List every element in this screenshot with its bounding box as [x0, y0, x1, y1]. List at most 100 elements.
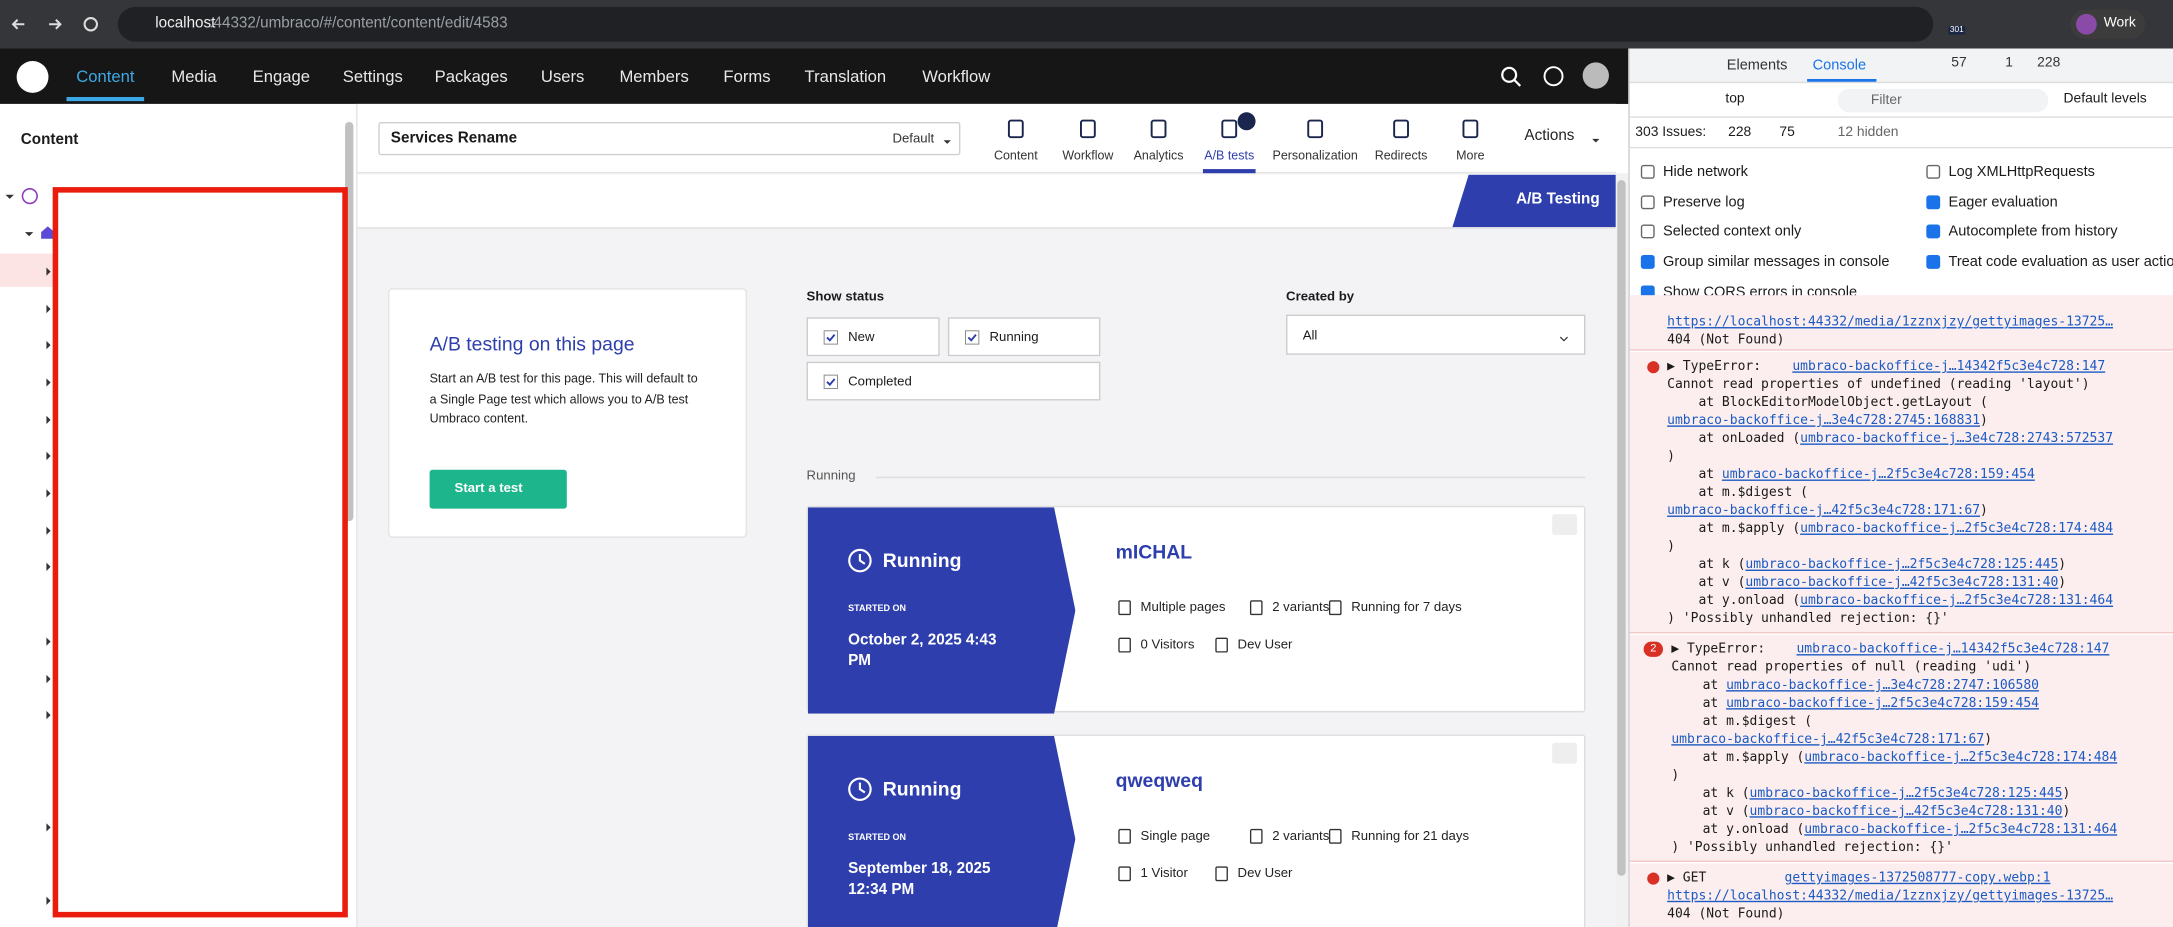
- tree-expand-arrow: [43, 672, 54, 684]
- setting-checkbox[interactable]: [1926, 195, 1941, 210]
- console-link[interactable]: umbraco-backoffice-j…2f5c3e4c728:125:445: [1745, 557, 2059, 573]
- start-button[interactable]: Start a test: [429, 469, 567, 509]
- app-label[interactable]: Personalization: [1272, 148, 1358, 163]
- console-link[interactable]: umbraco-backoffice-j…42f5c3e4c728:131:40: [1749, 803, 2063, 820]
- setting-checkbox[interactable]: [1640, 224, 1655, 239]
- tree-expand-arrow-svg: [46, 896, 51, 905]
- levels-select[interactable]: Default levels: [2063, 91, 2147, 107]
- tree-expand-arrow-svg: [46, 562, 51, 571]
- tree-expand-arrow-svg: [5, 194, 14, 199]
- app-label[interactable]: Workflow: [1062, 148, 1114, 163]
- console-link[interactable]: gettyimages-1372508777-copy.webp:1: [1784, 870, 2051, 886]
- status-checkbox[interactable]: Completed: [806, 361, 1101, 401]
- status-checkbox[interactable]: Running: [947, 317, 1101, 357]
- console-text: 404 (Not Found): [1667, 332, 1785, 348]
- console-text: at BlockEditorModelObject.getLayout (: [1667, 394, 1988, 411]
- console-link[interactable]: umbraco-backoffice-j…2f5c3e4c728:125:445: [1749, 785, 2063, 802]
- nav-item[interactable]: Workflow: [922, 66, 991, 86]
- console-link[interactable]: umbraco-backoffice-j…42f5c3e4c728:131:40: [1745, 575, 2059, 591]
- nav-item[interactable]: Users: [540, 66, 585, 86]
- meta-icon: [1247, 599, 1265, 617]
- umbraco-logo: [16, 60, 49, 93]
- open-arrow[interactable]: [1552, 742, 1578, 764]
- console-link[interactable]: umbraco-backoffice-j…2f5c3e4c728:131:464: [1804, 821, 2118, 838]
- console-link[interactable]: umbraco-backoffice-j…42f5c3e4c728:171:67: [1667, 503, 1981, 519]
- app-label[interactable]: Content: [993, 148, 1038, 163]
- console-link[interactable]: umbraco-backoffice-j…2f5c3e4c728:174:484: [1800, 521, 2114, 537]
- url-bar[interactable]: localhost:44332/umbraco/#/content/conten…: [117, 6, 1934, 42]
- nav-item[interactable]: Settings: [342, 66, 403, 86]
- app-active-underline: [1202, 169, 1256, 174]
- console-text: at v (: [1667, 575, 1746, 591]
- console-message: https://localhost:44332/media/1zznxjzy/g…: [1629, 295, 2173, 351]
- console-line: 404 (Not Found): [1667, 333, 1784, 348]
- setting-checkbox[interactable]: [1640, 195, 1655, 210]
- tree-expand-arrow: [43, 302, 54, 314]
- console-link[interactable]: umbraco-backoffice-j…14342f5c3e4c728:147: [1796, 641, 2110, 657]
- ab-tab[interactable]: A/B Testing: [1452, 174, 1616, 228]
- nav-item[interactable]: Translation: [804, 66, 887, 86]
- console-text: ▶ GET: [1667, 870, 1785, 886]
- profile-button[interactable]: Work: [2070, 9, 2146, 39]
- app-label[interactable]: Analytics: [1133, 148, 1184, 163]
- console-link[interactable]: umbraco-backoffice-j…2f5c3e4c728:159:454: [1721, 467, 2035, 483]
- test-visitors: 1 Visitor: [1140, 866, 1188, 882]
- actions-button[interactable]: Actions: [1524, 127, 1575, 145]
- console-line: ▶ GET gettyimages-1372508777-copy.webp:1: [1667, 870, 2050, 885]
- ab-tab-label: A/B Testing: [1516, 191, 1600, 208]
- created-select[interactable]: All: [1286, 314, 1586, 355]
- console-text: ▶ TypeError:: [1667, 358, 1793, 375]
- console-text: at m.$digest (: [1671, 713, 1813, 729]
- clock-icon-svg: [848, 777, 872, 802]
- devtools-tab[interactable]: Console: [1812, 56, 1867, 74]
- open-arrow[interactable]: [1552, 514, 1578, 535]
- test-visitors: 0 Visitors: [1140, 637, 1195, 653]
- console-link[interactable]: umbraco-backoffice-j…3e4c728:2747:106580: [1726, 677, 2039, 693]
- culture-select[interactable]: Default: [892, 131, 935, 147]
- nav-item[interactable]: Forms: [723, 66, 771, 86]
- app-label[interactable]: Redirects: [1374, 148, 1428, 163]
- nav-item[interactable]: Media: [171, 66, 217, 86]
- name-input[interactable]: Services Rename Default: [378, 121, 961, 156]
- app-label[interactable]: More: [1456, 148, 1485, 163]
- tree-expand-arrow: [43, 486, 54, 498]
- tree-expand-arrow: [43, 376, 54, 387]
- test-card[interactable]: Running STARTED ON October 2, 2025 4:43 PM…: [806, 505, 1586, 714]
- console-toolbar: [1629, 83, 2173, 118]
- profile-avatar: [2075, 13, 2097, 35]
- badge: 301: [1948, 26, 1966, 35]
- test-card[interactable]: Running STARTED ON September 18, 2025 12:3…: [806, 734, 1586, 927]
- status-checkbox[interactable]: New: [806, 317, 940, 357]
- console-link[interactable]: umbraco-backoffice-j…14342f5c3e4c728:147: [1792, 358, 2106, 375]
- console-line: 404 (Not Found): [1667, 906, 1784, 921]
- setting-checkbox[interactable]: [1926, 164, 1941, 179]
- console-link[interactable]: umbraco-backoffice-j…3e4c728:2745:168831: [1667, 412, 1981, 429]
- nav-item[interactable]: Content: [76, 66, 135, 86]
- console-link[interactable]: umbraco-backoffice-j…2f5c3e4c728:159:454: [1726, 695, 2039, 711]
- nav-item[interactable]: Packages: [434, 66, 508, 86]
- meta-icon: [1326, 599, 1344, 617]
- console-link[interactable]: umbraco-backoffice-j…2f5c3e4c728:131:464: [1800, 593, 2114, 609]
- console-link[interactable]: umbraco-backoffice-j…3e4c728:2743:572537: [1800, 430, 2114, 447]
- console-link[interactable]: umbraco-backoffice-j…42f5c3e4c728:171:67: [1671, 731, 1985, 747]
- console-message: ▶ TypeError: umbraco-backoffice-j…14342f…: [1629, 352, 2173, 634]
- setting-checkbox[interactable]: [1926, 254, 1941, 269]
- url-path: :44332/umbraco/#/content/content/edit/45…: [209, 15, 508, 32]
- console-link[interactable]: https://localhost:44332/media/1zznxjzy/g…: [1667, 888, 2114, 904]
- setting-checkbox[interactable]: [1640, 254, 1655, 269]
- devtools-tab[interactable]: Elements: [1726, 56, 1788, 74]
- nav-item[interactable]: Engage: [252, 66, 310, 86]
- console-link[interactable]: umbraco-backoffice-j…2f5c3e4c728:174:484: [1804, 749, 2118, 765]
- setting-checkbox[interactable]: [1640, 164, 1655, 179]
- nav-item[interactable]: Members: [619, 66, 689, 86]
- actions-caret: [1591, 133, 1601, 143]
- user-avatar[interactable]: [1582, 62, 1609, 89]
- issues-row: [1629, 118, 2173, 149]
- console-link[interactable]: https://localhost:44332/media/1zznxjzy/g…: [1667, 314, 2114, 330]
- filter-box[interactable]: Filter: [1837, 88, 2049, 113]
- app-label[interactable]: A/B tests: [1204, 148, 1255, 163]
- console-line: at onLoaded (umbraco-backoffice-j…3e4c72…: [1667, 431, 2113, 446]
- context-select[interactable]: top: [1725, 91, 1745, 107]
- setting-checkbox[interactable]: [1926, 224, 1941, 239]
